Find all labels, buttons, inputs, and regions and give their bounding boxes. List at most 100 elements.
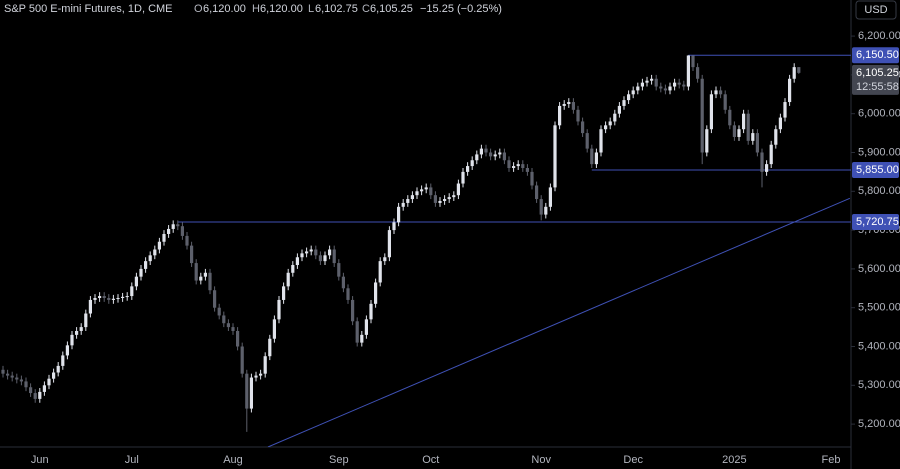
candle-body xyxy=(585,133,589,149)
candle-body xyxy=(645,80,649,83)
candle-body xyxy=(631,90,635,95)
candle-body xyxy=(6,373,10,376)
candle-body xyxy=(392,222,396,231)
high-label: H xyxy=(252,3,260,15)
candle-body xyxy=(254,375,258,378)
close-value: 6,105.25 xyxy=(370,3,413,15)
candle-body xyxy=(760,152,764,172)
candle-body xyxy=(134,276,138,287)
candle-body xyxy=(470,160,474,167)
open-label: O xyxy=(194,3,203,15)
candle-body xyxy=(56,365,60,373)
candle-body xyxy=(38,391,42,399)
candle-body xyxy=(401,202,405,207)
plot xyxy=(1,54,851,447)
candle-body xyxy=(162,233,166,242)
candle-body xyxy=(558,105,562,126)
candle-body xyxy=(355,321,359,343)
candle-body xyxy=(180,226,184,236)
candle-body xyxy=(369,303,373,320)
close-label: C xyxy=(362,3,370,15)
candle-body xyxy=(691,55,695,68)
candle-body xyxy=(452,195,456,198)
candle-body xyxy=(604,125,608,130)
candle-body xyxy=(783,102,787,118)
candle-body xyxy=(594,152,598,165)
candle-body xyxy=(318,255,322,262)
candle-body xyxy=(328,249,332,256)
candle-body xyxy=(213,290,217,308)
x-tick-label: Feb xyxy=(822,454,841,466)
candle-body xyxy=(397,206,401,223)
candle-body xyxy=(769,144,773,165)
level-label-box xyxy=(852,161,899,178)
low-value: 6,102.75 xyxy=(315,3,358,15)
candle-body xyxy=(291,265,295,273)
candle-body xyxy=(332,249,336,264)
candle-body xyxy=(102,296,106,298)
candle-body xyxy=(443,199,447,201)
candle-body xyxy=(562,103,566,106)
y-tick-label: 5,200.00 xyxy=(858,418,900,430)
candle-body xyxy=(548,187,552,207)
last-price-label: 6,105.25 xyxy=(856,67,899,79)
candle-body xyxy=(751,133,755,141)
candle-body xyxy=(659,86,663,89)
candle-body xyxy=(581,121,585,134)
candle-body xyxy=(65,345,69,356)
candle-body xyxy=(650,78,654,81)
candle-body xyxy=(1,369,5,374)
candle-body xyxy=(530,171,534,186)
candle-body xyxy=(185,235,189,246)
candle-body xyxy=(245,373,249,409)
y-tick-label: 5,600.00 xyxy=(858,263,900,275)
candle-body xyxy=(226,323,230,328)
candle-body xyxy=(516,164,520,167)
candle-body xyxy=(493,154,497,157)
candle-body xyxy=(719,90,723,95)
candle-body xyxy=(383,257,387,262)
x-tick-label: Jun xyxy=(31,454,49,466)
trendline xyxy=(267,197,851,447)
level-label-box xyxy=(852,47,899,64)
candle-body xyxy=(305,251,309,254)
level-label: 5,855.00 xyxy=(856,164,899,176)
candle-body xyxy=(15,377,19,380)
level-label-box xyxy=(852,214,899,231)
x-tick-label: Dec xyxy=(623,454,643,466)
candle-body xyxy=(709,94,713,130)
candle-body xyxy=(742,113,746,130)
candle-body xyxy=(479,148,483,155)
candle-body xyxy=(374,282,378,304)
candle-body xyxy=(590,148,594,165)
candle-body xyxy=(139,268,143,277)
candle-body xyxy=(88,299,92,314)
y-tick-label: 5,800.00 xyxy=(858,185,900,197)
y-tick-label: 6,200.00 xyxy=(858,30,900,42)
candle-body xyxy=(788,78,792,103)
low-label: L xyxy=(308,3,314,15)
candle-body xyxy=(93,298,97,300)
candle-body xyxy=(268,338,272,357)
candle-body xyxy=(636,86,640,91)
header: S&P 500 E-mini Futures, 1D, CME O 6,120.… xyxy=(4,3,502,15)
candle-body xyxy=(144,261,148,269)
countdown: 12:55:58 xyxy=(856,81,899,93)
candle-body xyxy=(502,152,506,161)
candle-body xyxy=(337,263,341,277)
candle-body xyxy=(797,67,801,73)
candle-body xyxy=(406,199,410,203)
change-value: −15.25 (−0.25%) xyxy=(420,3,502,15)
candle-body xyxy=(705,129,709,153)
currency[interactable]: USD xyxy=(864,4,887,16)
x-tick-label: 2025 xyxy=(722,454,746,466)
candle-body xyxy=(314,249,318,256)
candle-body xyxy=(323,255,327,262)
y-tick-label: 6,000.00 xyxy=(858,108,900,120)
candle-body xyxy=(696,67,700,79)
candle-body xyxy=(10,375,14,378)
candle-body xyxy=(677,82,681,85)
currency-box[interactable] xyxy=(855,0,897,20)
candle-body xyxy=(176,224,180,227)
